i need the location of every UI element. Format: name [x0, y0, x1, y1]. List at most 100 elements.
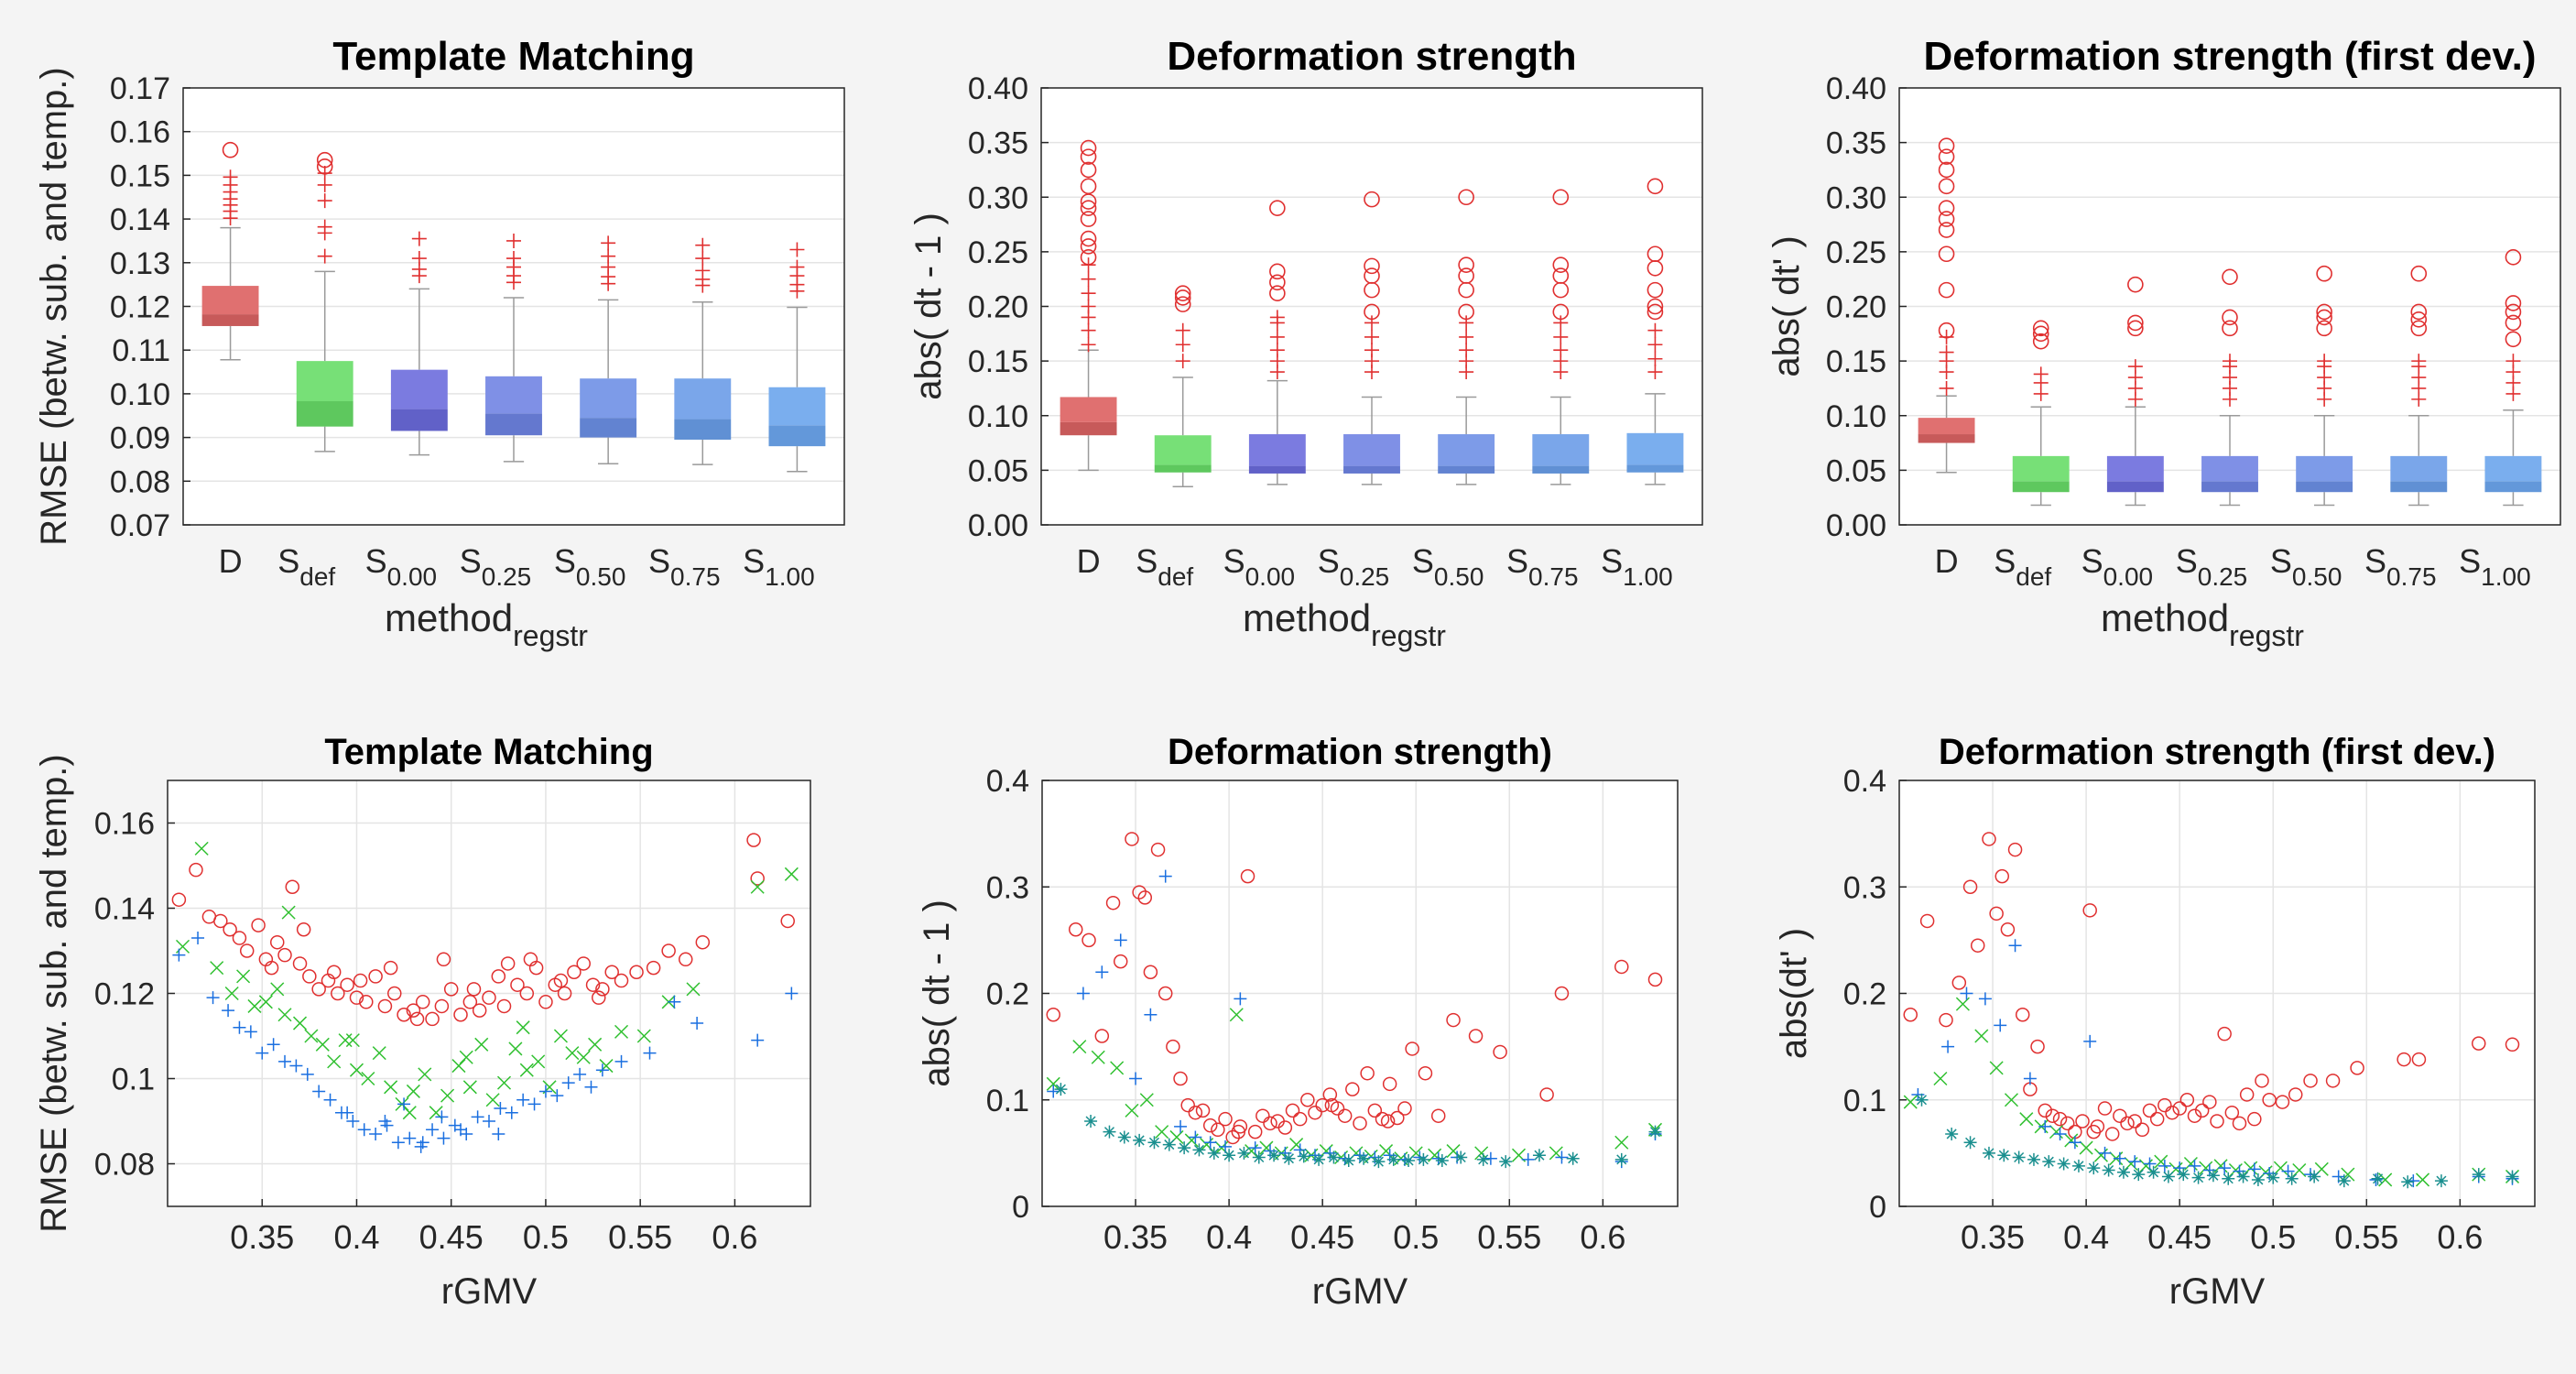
data-point — [369, 1127, 383, 1140]
data-point — [1951, 976, 1967, 990]
data-point — [2308, 1170, 2321, 1183]
outlier-plus — [1269, 329, 1285, 344]
y-tick-label: 0.10 — [1826, 399, 1886, 434]
data-point — [1989, 906, 2004, 921]
x-tick-label: 0.4 — [2063, 1218, 2109, 1256]
data-point — [585, 977, 601, 992]
data-point — [1982, 832, 1996, 846]
outlier-circle — [1080, 148, 1097, 165]
data-point — [2397, 1052, 2411, 1067]
y-tick-label: 0.05 — [1826, 453, 1886, 488]
data-point — [1117, 1130, 1131, 1144]
data-point — [678, 952, 693, 967]
outlier-plus — [1081, 286, 1096, 301]
data-point — [349, 1063, 364, 1077]
outlier-circle — [1269, 274, 1286, 291]
box-lower — [1343, 465, 1400, 474]
data-point — [482, 990, 496, 1005]
x-tick-label: S0.50 — [1412, 542, 1484, 591]
y-tick-label: 0.08 — [110, 464, 170, 499]
data-point — [2132, 1168, 2146, 1182]
outlier-circle — [2032, 325, 2049, 343]
data-point — [1997, 1149, 2011, 1162]
x-tick-label: 0.55 — [2334, 1218, 2398, 1256]
data-point — [327, 1054, 342, 1069]
y-tick-label: 0.08 — [94, 1148, 155, 1183]
outlier-plus — [1647, 337, 1663, 353]
outlier-plus — [317, 219, 332, 234]
data-point — [462, 1080, 477, 1095]
outlier-circle — [1364, 303, 1380, 321]
y-tick-label: 0.13 — [110, 246, 170, 281]
x-tick-label: 0.55 — [608, 1218, 672, 1256]
box-lower — [2201, 481, 2258, 493]
data-point — [255, 1046, 269, 1060]
outlier-circle — [2127, 314, 2144, 332]
data-point — [1084, 1115, 1098, 1128]
x-tick-label: S0.00 — [2081, 542, 2154, 591]
data-point — [171, 892, 187, 907]
box-lower — [2296, 481, 2353, 493]
box-lower — [1060, 421, 1117, 436]
data-point — [418, 1067, 432, 1082]
data-point — [1158, 986, 1173, 1001]
data-point — [1532, 1149, 1546, 1162]
data-point — [434, 998, 450, 1014]
outlier-circle — [1080, 211, 1097, 227]
data-point — [383, 960, 398, 976]
x-tick-label: 0.6 — [1580, 1218, 1625, 1256]
data-point — [567, 965, 582, 979]
data-point — [2086, 1124, 2102, 1140]
data-point — [361, 1071, 375, 1086]
outlier-circle — [1364, 267, 1380, 284]
data-point — [784, 867, 799, 881]
data-point — [2288, 1087, 2303, 1102]
data-point — [312, 1085, 326, 1098]
data-point — [584, 1080, 598, 1094]
data-point — [1076, 987, 1090, 1000]
box-lower — [2484, 481, 2542, 493]
data-point — [538, 995, 553, 1009]
data-point — [1327, 1150, 1341, 1164]
data-point — [296, 922, 311, 937]
axes-frame — [1898, 87, 2561, 526]
data-point — [1231, 1124, 1246, 1140]
y-tick-label: 0 — [1012, 1190, 1029, 1225]
outlier-circle — [1080, 139, 1097, 157]
data-point — [1372, 1155, 1386, 1169]
box-lower — [1154, 464, 1212, 473]
data-point — [258, 995, 273, 1009]
data-point — [2247, 1162, 2261, 1176]
y-tick-label: 0.05 — [968, 453, 1028, 488]
data-point — [292, 956, 308, 971]
chart-panel-3: 0.35 0.4 0.45 0.5 0.55 0.6 0.08 0.1 0.12 0.14 0.16… — [34, 732, 811, 1312]
data-point — [172, 948, 186, 962]
data-point — [264, 960, 279, 976]
data-point — [1484, 1151, 1497, 1165]
data-point — [646, 960, 661, 976]
data-point — [281, 905, 296, 920]
data-point — [2023, 1072, 2037, 1085]
outlier-plus — [1647, 322, 1663, 338]
axes-frame — [182, 87, 845, 526]
y-tick-label: 0.00 — [968, 508, 1028, 543]
data-point — [384, 1080, 398, 1095]
box-upper — [2012, 455, 2070, 482]
data-point — [614, 1024, 629, 1039]
data-point — [1297, 1150, 1310, 1163]
data-point — [1405, 1041, 1419, 1056]
data-point — [2158, 1097, 2172, 1113]
data-point — [576, 956, 591, 971]
data-point — [266, 1038, 280, 1052]
y-tick-label: 0.15 — [110, 158, 170, 193]
data-point — [1207, 1146, 1221, 1160]
data-point — [2505, 1037, 2520, 1052]
data-point — [1493, 1044, 1507, 1060]
x-tick-label: 0.6 — [2437, 1218, 2483, 1256]
outlier-plus — [1364, 343, 1379, 358]
box-upper — [1532, 434, 1590, 466]
data-point — [1129, 1072, 1143, 1085]
data-point — [244, 1025, 257, 1039]
data-point — [206, 991, 220, 1005]
data-point — [1390, 1110, 1405, 1126]
